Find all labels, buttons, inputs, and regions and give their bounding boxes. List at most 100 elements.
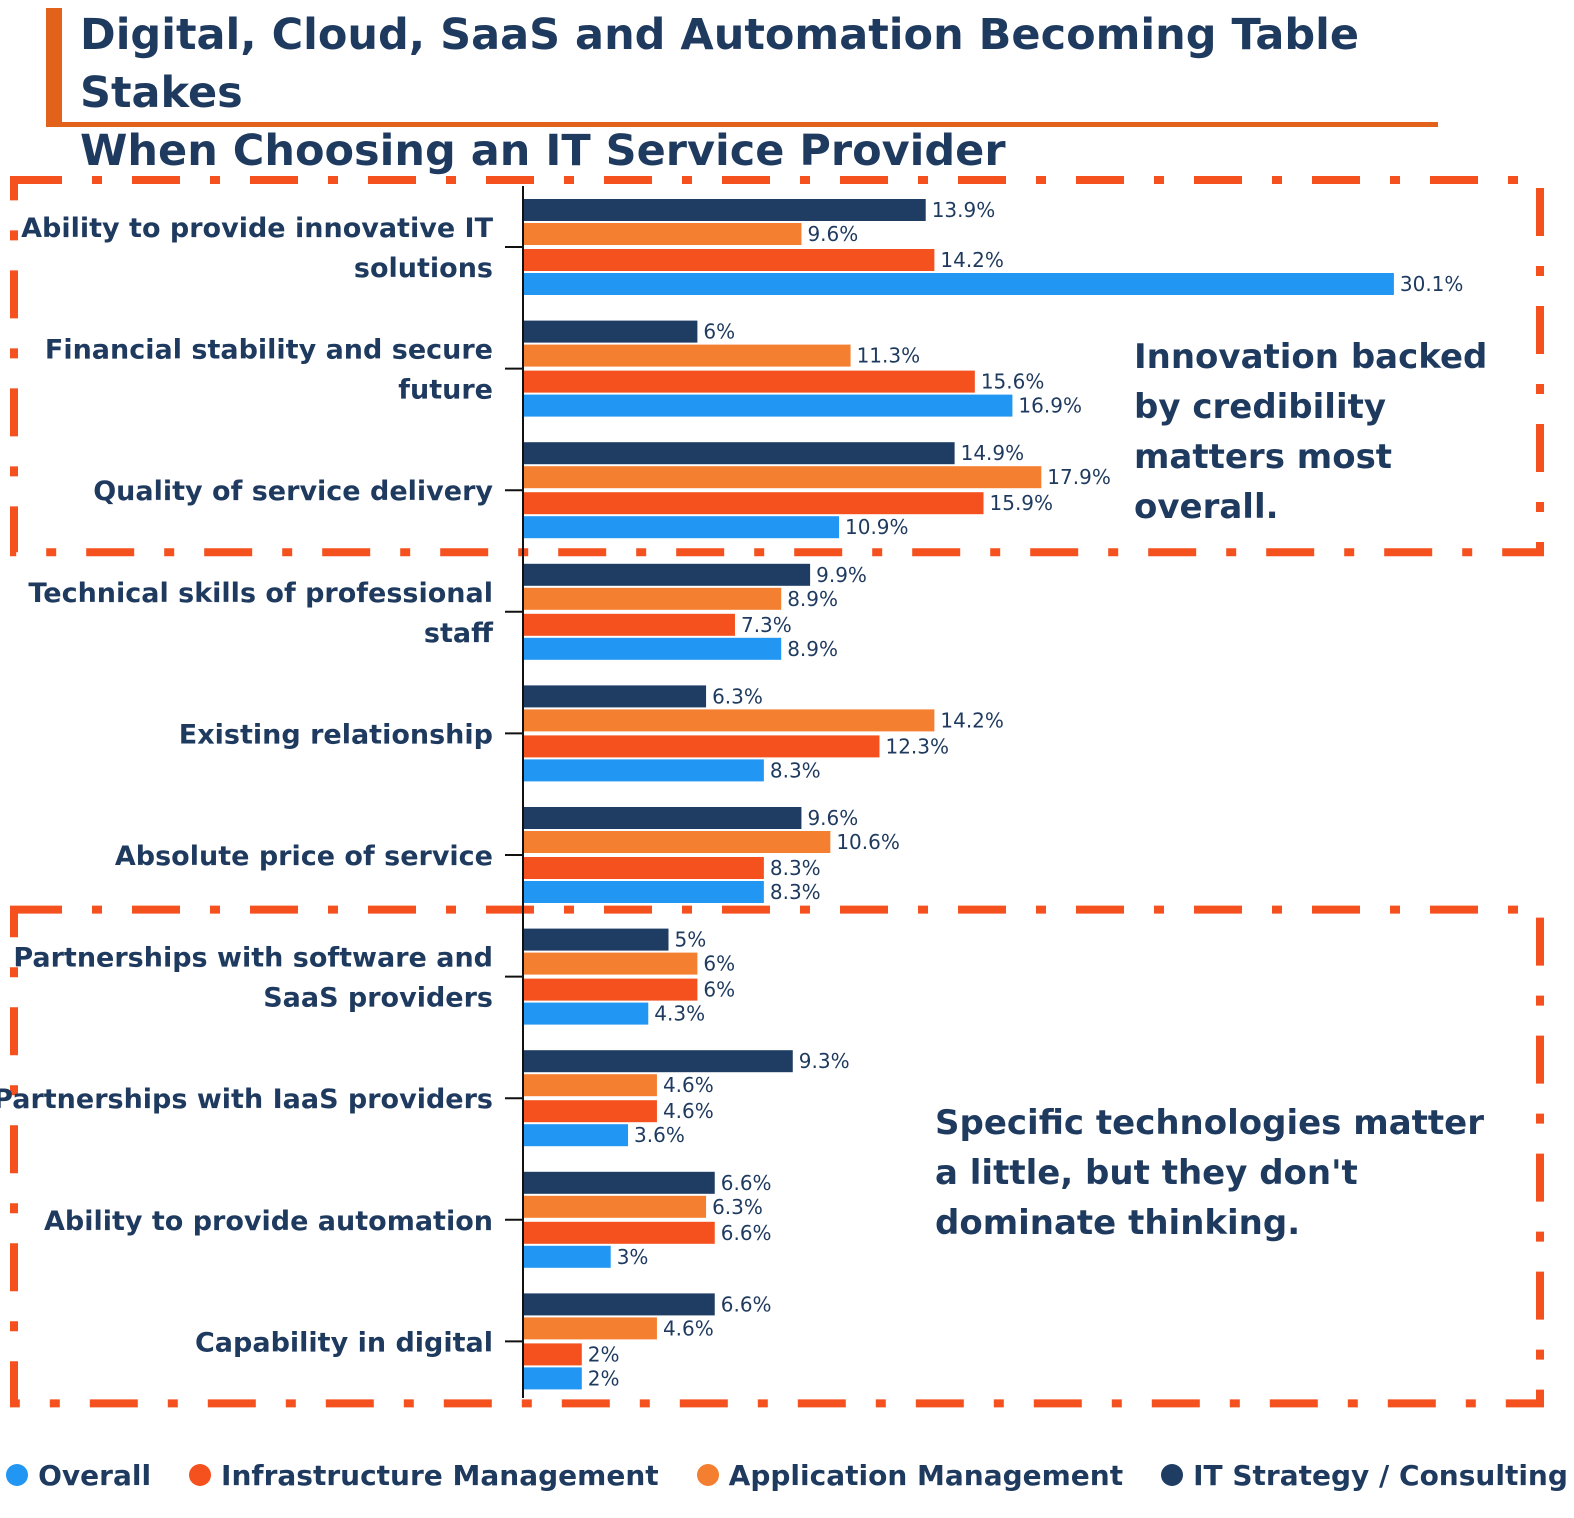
legend-label-overall: Overall bbox=[38, 1458, 152, 1492]
value-label-infrastructure-management-ability-to-provide-innovative-it-solutions: 14.2% bbox=[940, 248, 1004, 272]
bar-it-strategy-consulting-capability-in-digital bbox=[524, 1293, 715, 1316]
bar-it-strategy-consulting-absolute-price-of-service bbox=[524, 807, 802, 829]
bar-application-management-ability-to-provide-innovative-it-solutions bbox=[524, 223, 802, 245]
legend-item-overall: Overall bbox=[6, 1459, 151, 1492]
bar-overall-technical-skills-of-professional-staff bbox=[524, 637, 782, 660]
value-label-overall-quality-of-service-delivery: 10.9% bbox=[845, 515, 909, 539]
value-label-it-strategy-consulting-partnerships-with-iaas-providers: 9.3% bbox=[799, 1049, 850, 1073]
value-label-overall-financial-stability-and-secure-future: 16.9% bbox=[1018, 394, 1082, 418]
bar-application-management-quality-of-service-delivery bbox=[524, 466, 1042, 489]
value-label-overall-existing-relationship: 8.3% bbox=[770, 758, 821, 782]
value-label-infrastructure-management-partnerships-with-iaas-providers: 4.6% bbox=[663, 1099, 714, 1123]
value-label-it-strategy-consulting-financial-stability-and-secure-future: 6% bbox=[703, 320, 735, 344]
title-accent-bar bbox=[46, 8, 62, 126]
category-label-ability-to-provide-automation: Ability to provide automation bbox=[44, 1206, 493, 1237]
bar-application-management-ability-to-provide-automation bbox=[524, 1195, 707, 1218]
category-label-absolute-price-of-service: Absolute price of service bbox=[115, 841, 493, 872]
page-title: Digital, Cloud, SaaS and Automation Beco… bbox=[80, 6, 1520, 180]
category-label-partnerships-with-software-and-saas-providers-line-1: Partnerships with software and bbox=[13, 943, 493, 974]
bar-it-strategy-consulting-financial-stability-and-secure-future bbox=[524, 320, 698, 343]
bar-it-strategy-consulting-partnerships-with-iaas-providers bbox=[524, 1050, 793, 1073]
bar-it-strategy-consulting-ability-to-provide-automation bbox=[524, 1171, 715, 1194]
value-label-application-management-technical-skills-of-professional-staff: 8.9% bbox=[787, 587, 838, 611]
value-label-it-strategy-consulting-ability-to-provide-innovative-it-solutions: 13.9% bbox=[932, 198, 996, 222]
value-label-application-management-financial-stability-and-secure-future: 11.3% bbox=[857, 344, 921, 368]
bar-overall-capability-in-digital bbox=[524, 1367, 582, 1390]
category-label-technical-skills-of-professional-staff-line-2: staff bbox=[424, 618, 494, 649]
bar-application-management-technical-skills-of-professional-staff bbox=[524, 587, 782, 610]
value-label-application-management-absolute-price-of-service: 10.6% bbox=[836, 830, 900, 854]
value-label-application-management-ability-to-provide-innovative-it-solutions: 9.6% bbox=[807, 222, 858, 246]
value-label-application-management-capability-in-digital: 4.6% bbox=[663, 1316, 714, 1340]
bar-infrastructure-management-technical-skills-of-professional-staff bbox=[524, 613, 735, 636]
bar-infrastructure-management-ability-to-provide-automation bbox=[524, 1221, 715, 1244]
legend-label-it-strategy: IT Strategy / Consulting bbox=[1193, 1458, 1568, 1492]
title-line-1: Digital, Cloud, SaaS and Automation Beco… bbox=[80, 10, 1360, 118]
bar-it-strategy-consulting-quality-of-service-delivery bbox=[524, 442, 955, 465]
legend-dot-overall bbox=[6, 1464, 29, 1486]
value-label-overall-partnerships-with-software-and-saas-providers: 4.3% bbox=[654, 1002, 705, 1026]
value-label-application-management-quality-of-service-delivery: 17.9% bbox=[1047, 465, 1111, 489]
bar-overall-quality-of-service-delivery bbox=[524, 516, 840, 539]
bar-it-strategy-consulting-technical-skills-of-professional-staff bbox=[524, 563, 811, 586]
category-label-ability-to-provide-innovative-it-solutions-line-2: solutions bbox=[354, 253, 493, 284]
category-label-financial-stability-and-secure-future-line-1: Financial stability and secure bbox=[45, 335, 493, 366]
value-label-overall-capability-in-digital: 2% bbox=[588, 1366, 620, 1390]
value-label-overall-ability-to-provide-innovative-it-solutions: 30.1% bbox=[1400, 272, 1464, 296]
bar-application-management-partnerships-with-software-and-saas-providers bbox=[524, 952, 698, 975]
bar-application-management-absolute-price-of-service bbox=[524, 831, 831, 853]
value-label-overall-ability-to-provide-automation: 3% bbox=[617, 1245, 649, 1269]
category-label-technical-skills-of-professional-staff-line-1: Technical skills of professional bbox=[28, 578, 493, 609]
bar-infrastructure-management-absolute-price-of-service bbox=[524, 857, 764, 879]
bar-overall-ability-to-provide-automation bbox=[524, 1245, 611, 1268]
legend-dot-application bbox=[696, 1464, 719, 1486]
title-line-2: When Choosing an IT Service Provider bbox=[80, 126, 1006, 176]
bar-infrastructure-management-existing-relationship bbox=[524, 735, 880, 758]
bar-it-strategy-consulting-existing-relationship bbox=[524, 685, 707, 708]
category-label-financial-stability-and-secure-future-line-2: future bbox=[398, 375, 493, 406]
legend-dot-it-strategy bbox=[1161, 1464, 1184, 1486]
value-label-it-strategy-consulting-existing-relationship: 6.3% bbox=[712, 684, 763, 708]
bar-infrastructure-management-quality-of-service-delivery bbox=[524, 492, 984, 515]
bar-infrastructure-management-capability-in-digital bbox=[524, 1343, 582, 1366]
value-label-infrastructure-management-partnerships-with-software-and-saas-providers: 6% bbox=[703, 978, 735, 1002]
legend-label-infrastructure: Infrastructure Management bbox=[221, 1458, 659, 1492]
value-label-infrastructure-management-ability-to-provide-automation: 6.6% bbox=[721, 1221, 772, 1245]
category-label-quality-of-service-delivery: Quality of service delivery bbox=[93, 476, 493, 507]
value-label-it-strategy-consulting-technical-skills-of-professional-staff: 9.9% bbox=[816, 563, 867, 587]
category-label-partnerships-with-iaas-providers: Partnerships with IaaS providers bbox=[0, 1084, 493, 1115]
value-label-infrastructure-management-technical-skills-of-professional-staff: 7.3% bbox=[741, 613, 792, 637]
legend-dot-infrastructure bbox=[189, 1464, 212, 1486]
bar-application-management-existing-relationship bbox=[524, 709, 935, 732]
value-label-infrastructure-management-capability-in-digital: 2% bbox=[588, 1342, 620, 1366]
category-label-partnerships-with-software-and-saas-providers-line-2: SaaS providers bbox=[263, 983, 493, 1014]
callout-technologies: Specific technologies matter a little, b… bbox=[935, 1103, 1484, 1243]
bar-infrastructure-management-partnerships-with-iaas-providers bbox=[524, 1100, 657, 1123]
value-label-overall-partnerships-with-iaas-providers: 3.6% bbox=[634, 1123, 685, 1147]
legend-item-infrastructure: Infrastructure Management bbox=[189, 1459, 659, 1492]
bar-overall-financial-stability-and-secure-future bbox=[524, 394, 1013, 417]
bar-it-strategy-consulting-ability-to-provide-innovative-it-solutions bbox=[524, 199, 926, 221]
value-label-application-management-existing-relationship: 14.2% bbox=[940, 708, 1004, 732]
category-label-capability-in-digital: Capability in digital bbox=[195, 1327, 493, 1358]
legend: Overall Infrastructure Management Applic… bbox=[0, 1452, 1574, 1498]
category-label-ability-to-provide-innovative-it-solutions-line-1: Ability to provide innovative IT bbox=[21, 213, 493, 244]
legend-item-application: Application Management bbox=[696, 1458, 1124, 1492]
category-label-existing-relationship: Existing relationship bbox=[179, 719, 493, 750]
value-label-infrastructure-management-financial-stability-and-secure-future: 15.6% bbox=[981, 370, 1045, 394]
value-label-it-strategy-consulting-ability-to-provide-automation: 6.6% bbox=[721, 1171, 772, 1195]
bar-application-management-financial-stability-and-secure-future bbox=[524, 344, 851, 367]
highlight-box-2 bbox=[10, 905, 1544, 1408]
bar-application-management-partnerships-with-iaas-providers bbox=[524, 1074, 657, 1097]
bar-infrastructure-management-ability-to-provide-innovative-it-solutions bbox=[524, 249, 935, 271]
value-label-infrastructure-management-existing-relationship: 12.3% bbox=[885, 734, 949, 758]
value-label-it-strategy-consulting-partnerships-with-software-and-saas-providers: 5% bbox=[675, 928, 707, 952]
bar-application-management-capability-in-digital bbox=[524, 1317, 657, 1340]
bar-it-strategy-consulting-partnerships-with-software-and-saas-providers bbox=[524, 928, 669, 951]
legend-label-application: Application Management bbox=[728, 1458, 1124, 1492]
bar-overall-absolute-price-of-service bbox=[524, 881, 764, 903]
value-label-infrastructure-management-quality-of-service-delivery: 15.9% bbox=[990, 491, 1054, 515]
bar-overall-ability-to-provide-innovative-it-solutions bbox=[524, 273, 1394, 295]
bar-overall-existing-relationship bbox=[524, 759, 764, 782]
